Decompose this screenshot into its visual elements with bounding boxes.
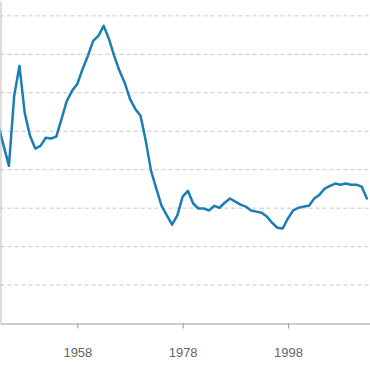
- grid-line: [1, 131, 370, 132]
- x-tick: 1998: [274, 324, 303, 360]
- x-tick: 1958: [63, 324, 92, 360]
- line: [1, 26, 367, 229]
- marks: [1, 26, 367, 229]
- grid: [1, 16, 370, 285]
- y-axis: [0, 1, 2, 324]
- y-axis-line: [1, 1, 2, 324]
- grid-line: [1, 15, 370, 16]
- chart: 1958 1978 1998: [0, 0, 370, 370]
- grid-line: [1, 285, 370, 286]
- grid-line: [1, 169, 370, 170]
- plot: 1958 1978 1998: [0, 1, 370, 360]
- x-tick-mark: [77, 324, 78, 329]
- x-axis: 1958 1978 1998: [1, 324, 370, 360]
- grid-line: [1, 54, 370, 55]
- x-tick-mark: [183, 324, 184, 329]
- x-tick-label: 1998: [274, 345, 303, 360]
- x-axis-line: [1, 324, 370, 325]
- x-tick-label: 1958: [63, 345, 92, 360]
- x-tick: 1978: [169, 324, 198, 360]
- grid-line: [1, 246, 370, 247]
- x-tick-label: 1978: [169, 345, 198, 360]
- grid-line: [1, 92, 370, 93]
- x-tick-mark: [288, 324, 289, 329]
- grid-line: [1, 208, 370, 209]
